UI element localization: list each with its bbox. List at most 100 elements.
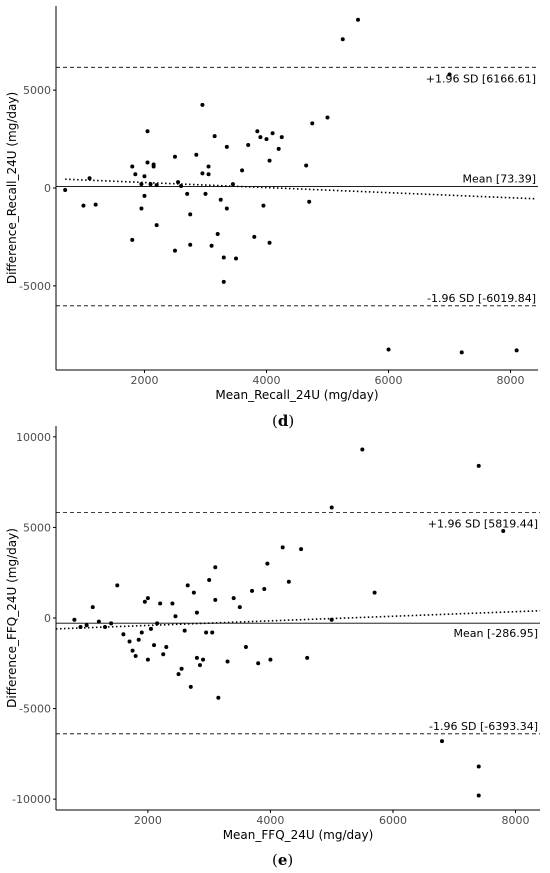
panel-e-data-point <box>197 663 202 668</box>
panel-e-data-point <box>476 463 481 468</box>
panel-d-x-tick-label: 8000 <box>497 374 525 387</box>
panel-d-data-point <box>340 37 345 42</box>
panel-d-data-point <box>224 144 229 149</box>
panel-e-data-point <box>182 628 187 633</box>
panel-e-data-point <box>476 793 481 798</box>
panel-e-lower-loa-label: -1.96 SD [-6393.34] <box>429 720 538 733</box>
panel-e-data-point <box>145 657 150 662</box>
panel-e-data-point <box>115 583 120 588</box>
panel-e-data-point <box>204 630 209 635</box>
panel-d-data-point <box>310 121 315 126</box>
panel-e-data-point <box>501 529 506 534</box>
panel-e-mean-label: Mean [-286.95] <box>453 627 538 640</box>
panel-e-data-point <box>243 644 248 649</box>
panel-e-data-point <box>72 617 77 622</box>
panel-e-data-point <box>299 547 304 552</box>
panel-e-data-point <box>329 617 334 622</box>
panel-e-data-point <box>148 626 153 631</box>
panel-d-y-tick-label: -5000 <box>19 280 51 293</box>
panel-d-data-point <box>258 135 263 140</box>
panel-e-x-tick-label: 8000 <box>501 814 529 827</box>
panel-d-data-point <box>246 142 251 147</box>
panel-d-data-point <box>209 243 214 248</box>
panel-e-data-point <box>250 588 255 593</box>
panel-d-data-point <box>221 255 226 260</box>
panel-d-data-point <box>172 154 177 159</box>
panel-e-data-point <box>225 659 230 664</box>
panel-e-plot: 2000 4000 6000 8000 -10000 -5000 0 5000 10000 Mea… <box>5 426 541 842</box>
panel-e-y-tick-label: 10000 <box>16 431 51 444</box>
panel-e-data-point <box>139 630 144 635</box>
panel-d-data-point <box>81 203 86 208</box>
panel-d-data-point <box>200 171 205 176</box>
panel-e-data-point <box>256 661 261 666</box>
panel-e-data-point <box>170 601 175 606</box>
panel-d-data-point <box>142 174 147 179</box>
panel-e-data-point <box>78 625 83 630</box>
panel-e-data-point <box>152 643 157 648</box>
panel-d-data-point <box>325 115 330 120</box>
panel-d-data-point <box>221 279 226 284</box>
panel-e-x-tick-label: 4000 <box>256 814 284 827</box>
panel-d-data-point <box>188 212 193 217</box>
panel-d-data-point <box>179 184 184 189</box>
panel-e-data-point <box>127 639 132 644</box>
panel-e-data-point <box>130 648 135 653</box>
panel-d-data-point <box>130 237 135 242</box>
panel-d-data-point <box>447 72 452 77</box>
panel-d-data-point <box>154 223 159 228</box>
panel-d-x-tick-label: 4000 <box>252 374 280 387</box>
panel-d-y-axis-title: Difference_Recall_24U (mg/day) <box>5 92 19 284</box>
panel-d-data-point <box>386 347 391 352</box>
panel-d-data-point <box>230 182 235 187</box>
panel-e-trend-line <box>55 609 541 630</box>
panel-d-data-point <box>206 172 211 177</box>
panel-d-data-point <box>139 182 144 187</box>
panel-e-y-tick-label: -10000 <box>12 793 51 806</box>
panel-d-data-point <box>151 164 156 169</box>
panel-e-y-axis-title: Difference_FFQ_24U (mg/day) <box>5 528 19 708</box>
panel-d-data-point <box>307 199 312 204</box>
panel-e-data-point <box>155 621 160 626</box>
panel-d-data-point <box>255 129 260 134</box>
panel-e-data-point <box>207 577 212 582</box>
panel-d-data-point <box>240 168 245 173</box>
panel-d-data-point <box>356 17 361 22</box>
panel-d-plot: 2000 4000 6000 8000 -5000 0 5000 Mean_Recall_24… <box>5 6 538 402</box>
panel-e-data-point <box>109 621 114 626</box>
panel-d-mean-label: Mean [73.39] <box>462 173 536 186</box>
panel-e-data-point <box>213 597 218 602</box>
panel-d-y-tick-label: 5000 <box>23 84 51 97</box>
panel-e-data-point <box>96 619 101 624</box>
panel-e-data-point <box>133 654 138 659</box>
panel-d-data-point <box>194 152 199 157</box>
panel-d-data-point <box>145 129 150 134</box>
panel-d-data-point <box>93 202 98 207</box>
panel-e-data-point <box>161 652 166 657</box>
panel-d-data-point <box>252 234 257 239</box>
panel-e-data-point <box>121 632 126 637</box>
panel-e-data-point <box>136 637 141 642</box>
panel-e-x-tick-label: 2000 <box>134 814 162 827</box>
panel-d-data-point <box>139 206 144 211</box>
panel-d-data-point <box>206 164 211 169</box>
panel-d-label: (d) <box>272 412 294 430</box>
panel-d-data-point <box>172 248 177 253</box>
panel-e-data-point <box>280 545 285 550</box>
panel-d-data-point <box>279 135 284 140</box>
panel-e-data-point <box>439 739 444 744</box>
panel-e-data-point <box>237 605 242 610</box>
panel-d-data-point <box>264 137 269 142</box>
panel-e-data-point <box>145 596 150 601</box>
panel-e-data-point <box>286 579 291 584</box>
panel-d-data-point <box>270 131 275 136</box>
panel-e-data-point <box>201 657 206 662</box>
panel-e-data-point <box>188 684 193 689</box>
panel-d-data-point <box>261 203 266 208</box>
panel-d-data-point <box>154 183 159 188</box>
panel-e-data-point <box>213 565 218 570</box>
panel-e-data-point <box>179 666 184 671</box>
panel-e-data-point <box>268 657 273 662</box>
panel-e-data-point <box>194 610 199 615</box>
panel-e-x-axis-title: Mean_FFQ_24U (mg/day) <box>223 828 374 842</box>
